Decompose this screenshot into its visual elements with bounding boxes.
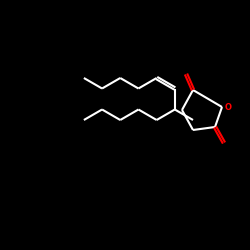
Text: O: O xyxy=(225,102,232,112)
